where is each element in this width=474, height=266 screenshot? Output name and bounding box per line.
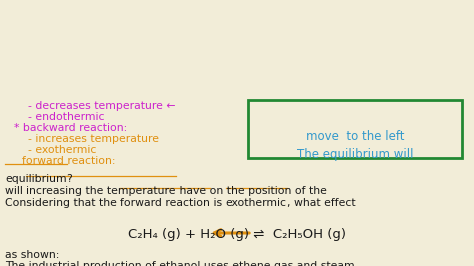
Text: ?: ? (67, 174, 73, 184)
Text: increasing the temperature: increasing the temperature (27, 186, 176, 196)
Text: move  to the left: move to the left (306, 130, 404, 143)
Text: The equilibrium will: The equilibrium will (297, 148, 413, 161)
Text: - increases temperature: - increases temperature (28, 134, 159, 144)
Text: have on the position of the: have on the position of the (176, 186, 327, 196)
Text: C₂H₄ (g) + H₂O (g) ⇌  C₂H₅OH (g): C₂H₄ (g) + H₂O (g) ⇌ C₂H₅OH (g) (128, 228, 346, 241)
Text: - endothermic: - endothermic (28, 112, 104, 122)
Text: - exothermic: - exothermic (28, 145, 96, 155)
FancyBboxPatch shape (248, 100, 462, 158)
Text: will: will (5, 186, 27, 196)
Text: equilibrium: equilibrium (5, 174, 67, 184)
Text: , what effect: , what effect (287, 198, 356, 208)
Text: Considering that the: Considering that the (5, 198, 120, 208)
Text: as shown:: as shown: (5, 250, 59, 260)
Text: is: is (210, 198, 226, 208)
Text: forward reaction:: forward reaction: (22, 156, 116, 166)
Text: forward reaction: forward reaction (120, 198, 210, 208)
Text: exothermic: exothermic (226, 198, 287, 208)
Text: * backward reaction:: * backward reaction: (14, 123, 127, 133)
Text: - decreases temperature ←: - decreases temperature ← (28, 101, 175, 111)
Text: The industrial production of ethanol uses ethene gas and steam,: The industrial production of ethanol use… (5, 261, 358, 266)
